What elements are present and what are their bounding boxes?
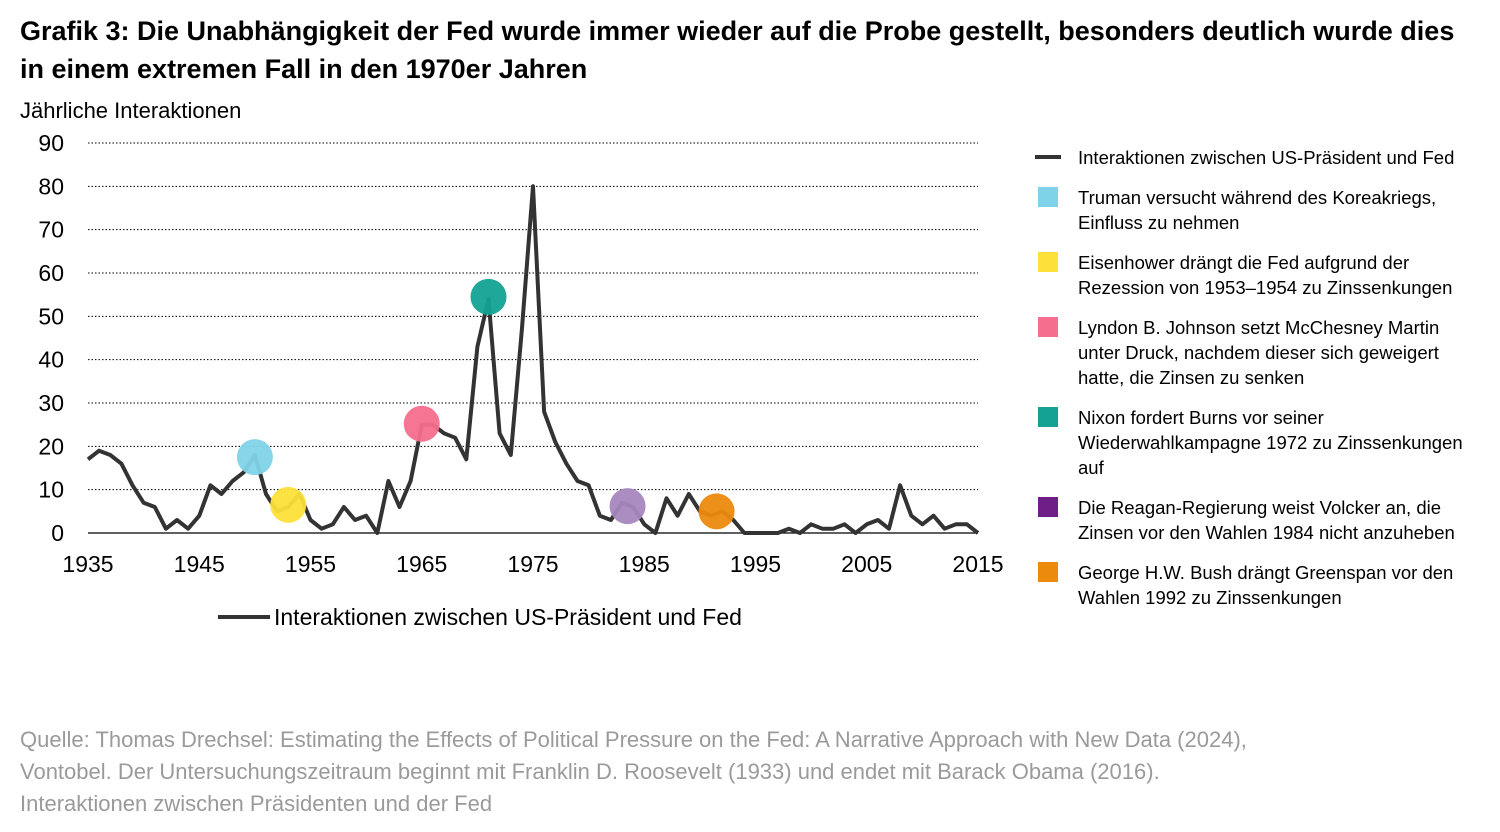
source-line: Interaktionen zwischen Präsidenten und d… bbox=[20, 791, 493, 816]
legend-item-series: Interaktionen zwischen US-Präsident und … bbox=[1035, 145, 1485, 170]
x-tick-label: 1945 bbox=[174, 551, 225, 577]
series-line-interactions bbox=[86, 184, 980, 535]
y-tick-label: 30 bbox=[38, 390, 64, 416]
x-tick-label: 1965 bbox=[396, 551, 447, 577]
event-marker bbox=[236, 439, 273, 476]
legend-swatch bbox=[1038, 317, 1058, 337]
y-tick-label: 70 bbox=[38, 217, 64, 243]
x-tick-labels: 1935 1945 1955 1965 1975 1985 1995 2005 2015 bbox=[62, 551, 1003, 577]
event-marker bbox=[698, 493, 735, 530]
legend-label: George H.W. Bush drängt Greenspan vor de… bbox=[1078, 562, 1454, 608]
legend: Interaktionen zwischen US-Präsident und … bbox=[1035, 145, 1485, 625]
legend-label: Die Reagan-Regierung weist Volcker an, d… bbox=[1078, 497, 1455, 543]
legend-swatch bbox=[1038, 497, 1058, 517]
legend-line bbox=[1035, 155, 1061, 159]
y-tick-label: 40 bbox=[38, 347, 64, 373]
gridlines bbox=[88, 142, 978, 534]
event-marker bbox=[403, 405, 440, 442]
y-tick-label: 10 bbox=[38, 477, 64, 503]
legend-label: Eisenhower drängt die Fed aufgrund der R… bbox=[1078, 252, 1453, 298]
y-tick-label: 50 bbox=[38, 303, 64, 329]
x-tick-label: 1975 bbox=[507, 551, 558, 577]
event-markers bbox=[236, 278, 735, 530]
legend-label: Truman versucht während des Koreakriegs,… bbox=[1078, 187, 1437, 233]
bottom-legend: Interaktionen zwischen US-Präsident und … bbox=[218, 604, 742, 630]
legend-swatch bbox=[1038, 252, 1058, 272]
y-tick-label: 90 bbox=[38, 130, 64, 156]
legend-item-bush: George H.W. Bush drängt Greenspan vor de… bbox=[1035, 560, 1485, 610]
y-tick-label: 80 bbox=[38, 173, 64, 199]
chart-title: Grafik 3: Die Unabhängigkeit der Fed wur… bbox=[20, 16, 1455, 84]
legend-item-johnson: Lyndon B. Johnson setzt McChesney Martin… bbox=[1035, 315, 1485, 390]
event-marker bbox=[609, 488, 646, 525]
legend-swatch bbox=[1038, 407, 1058, 427]
event-marker bbox=[470, 278, 507, 315]
x-tick-label: 1955 bbox=[285, 551, 336, 577]
legend-label: Lyndon B. Johnson setzt McChesney Martin… bbox=[1078, 317, 1440, 388]
x-tick-label: 2005 bbox=[841, 551, 892, 577]
legend-swatch bbox=[1038, 187, 1058, 207]
y-tick-label: 20 bbox=[38, 433, 64, 459]
y-tick-label: 60 bbox=[38, 260, 64, 286]
source-line: Vontobel. Der Untersuchungszeitraum begi… bbox=[20, 759, 1160, 784]
source-note: Quelle: Thomas Drechsel: Estimating the … bbox=[20, 724, 1480, 820]
legend-label: Interaktionen zwischen US-Präsident und … bbox=[1078, 147, 1455, 168]
x-tick-label: 1995 bbox=[730, 551, 781, 577]
source-line: Quelle: Thomas Drechsel: Estimating the … bbox=[20, 727, 1247, 752]
legend-item-reagan: Die Reagan-Regierung weist Volcker an, d… bbox=[1035, 495, 1485, 545]
x-tick-label: 1935 bbox=[62, 551, 113, 577]
legend-label: Nixon fordert Burns vor seiner Wiederwah… bbox=[1078, 407, 1463, 478]
legend-item-nixon: Nixon fordert Burns vor seiner Wiederwah… bbox=[1035, 405, 1485, 480]
legend-item-eisenhower: Eisenhower drängt die Fed aufgrund der R… bbox=[1035, 250, 1485, 300]
event-marker bbox=[270, 486, 307, 523]
x-tick-label: 1985 bbox=[619, 551, 670, 577]
y-tick-labels: 0 10 20 30 40 50 60 70 80 90 bbox=[38, 130, 64, 546]
legend-swatch bbox=[1038, 562, 1058, 582]
y-axis-label: Jährliche Interaktionen bbox=[20, 98, 242, 123]
x-tick-label: 2015 bbox=[952, 551, 1003, 577]
legend-item-truman: Truman versucht während des Koreakriegs,… bbox=[1035, 185, 1485, 235]
line-chart: 0 10 20 30 40 50 60 70 80 90 1935 1945 1955 1965 1975… bbox=[38, 130, 1003, 630]
bottom-legend-label: Interaktionen zwischen US-Präsident und … bbox=[274, 604, 742, 630]
y-tick-label: 0 bbox=[51, 520, 64, 546]
